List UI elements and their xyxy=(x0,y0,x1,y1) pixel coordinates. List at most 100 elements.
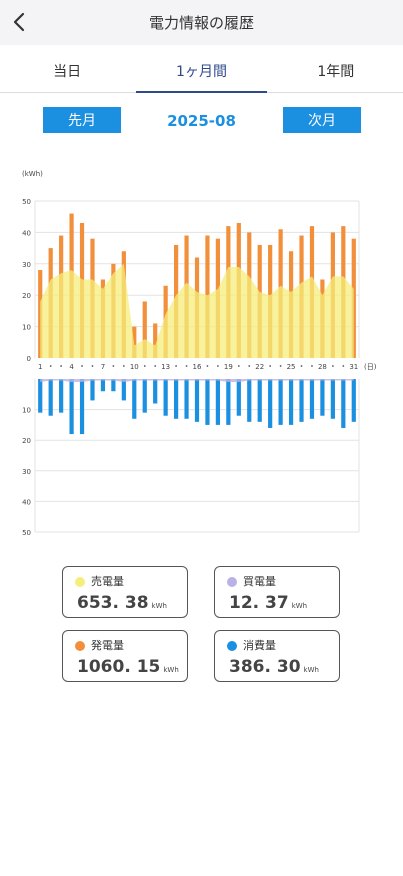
x-tick-label: 28 xyxy=(318,363,327,371)
chevron-left-icon xyxy=(13,12,25,32)
current-month-label: 2025-08 xyxy=(167,112,236,130)
consumption-bar xyxy=(90,379,95,401)
consumption-bar xyxy=(341,379,346,428)
x-tick-dot xyxy=(175,365,177,367)
x-tick-dot xyxy=(122,365,125,367)
x-tick-dot xyxy=(269,365,272,367)
sold-legend-dot xyxy=(75,577,85,587)
consumption-bar xyxy=(288,379,294,425)
consumption-bar xyxy=(184,379,189,419)
x-tick-label: 25 xyxy=(287,363,296,371)
sold-area xyxy=(40,263,354,358)
lower-y-tick-label: 30 xyxy=(22,468,31,476)
x-tick-dot xyxy=(60,365,63,367)
consumption-bar xyxy=(268,379,273,428)
consumption-bar xyxy=(100,379,106,392)
energy-chart: (kWh) 0 10 20 30 40 50 10 20 30 40 50 1 4 7 10 13 16 19 22 2… xyxy=(22,170,377,537)
upper-y-tick-label: 10 xyxy=(22,324,31,332)
consumption-bar xyxy=(247,379,252,422)
app-header: 電力情報の履歴 xyxy=(0,0,403,45)
consumption-bar xyxy=(163,379,168,416)
upper-y-tick-label: 40 xyxy=(22,229,31,237)
x-tick-dot xyxy=(112,365,115,367)
consumption-value: 386. 30 kWh xyxy=(229,657,319,677)
consumption-bar xyxy=(48,379,53,416)
consumption-bar xyxy=(215,379,221,425)
x-tick-label: 22 xyxy=(255,363,264,371)
consumption-bar xyxy=(121,379,126,401)
period-tabs: 当日 1ヶ月間 1年間 xyxy=(0,50,403,93)
bought-area xyxy=(40,379,354,383)
generation-bar xyxy=(142,301,147,358)
consumption-bar xyxy=(142,379,147,413)
x-tick-label: 13 xyxy=(161,363,170,371)
sold-label: 売電量 xyxy=(91,575,124,588)
consumption-bar xyxy=(79,379,85,435)
upper-y-tick-label: 30 xyxy=(22,261,31,269)
x-tick-dot xyxy=(206,365,209,367)
summary-card-bought: 買電量 12. 37 kWh xyxy=(214,566,340,618)
upper-y-tick-label: 50 xyxy=(22,198,31,206)
x-tick-dot xyxy=(331,365,334,367)
next-month-button[interactable]: 次月 xyxy=(283,107,361,133)
consumption-bar xyxy=(194,379,200,422)
sold-value: 653. 38 kWh xyxy=(77,593,167,613)
summary-card-consumption: 消費量 386. 30 kWh xyxy=(214,630,340,682)
x-tick-dot xyxy=(185,365,188,367)
x-tick-label: 4 xyxy=(69,363,74,371)
tab-year[interactable]: 1年間 xyxy=(317,64,355,80)
x-tick-label: 10 xyxy=(130,363,139,371)
x-tick-dot xyxy=(248,365,251,367)
generation-value: 1060. 15 kWh xyxy=(77,657,179,677)
x-tick-dot xyxy=(311,365,313,367)
x-tick-dot xyxy=(49,365,52,367)
generation-legend-dot xyxy=(75,641,85,651)
x-tick-label: 7 xyxy=(101,363,105,371)
x-unit-label: (日) xyxy=(364,363,377,371)
page-title: 電力情報の履歴 xyxy=(148,14,254,32)
consumption-bar xyxy=(38,379,43,413)
consumption-bar xyxy=(205,379,210,425)
x-tick-label: 16 xyxy=(193,363,202,371)
consumption-bar xyxy=(330,379,335,419)
lower-y-tick-label: 50 xyxy=(22,529,31,537)
summary-card-sold: 売電量 653. 38 kWh xyxy=(62,566,188,618)
consumption-bar xyxy=(351,379,356,422)
x-tick-label: 1 xyxy=(38,363,42,371)
back-button[interactable] xyxy=(6,8,32,36)
lower-y-tick-label: 10 xyxy=(22,407,31,415)
y-unit-label: (kWh) xyxy=(22,170,43,178)
consumption-bar xyxy=(69,379,74,435)
consumption-bar xyxy=(278,379,283,425)
bought-label: 買電量 xyxy=(243,575,276,588)
consumption-label: 消費量 xyxy=(243,639,276,652)
consumption-bar xyxy=(132,379,137,419)
x-tick-dot xyxy=(217,365,219,367)
x-tick-dot xyxy=(143,365,146,367)
x-tick-label: 19 xyxy=(224,363,233,371)
x-tick-dot xyxy=(154,365,157,367)
x-tick-dot xyxy=(279,365,282,367)
consumption-bar xyxy=(173,379,179,419)
x-tick-dot xyxy=(91,365,94,367)
consumption-bar xyxy=(226,379,231,425)
consumption-bar xyxy=(236,379,241,416)
summary-card-generation: 発電量 1060. 15 kWh xyxy=(62,630,188,682)
tab-today[interactable]: 当日 xyxy=(53,64,82,80)
x-tick-dot xyxy=(237,365,240,367)
tab-month[interactable]: 1ヶ月間 xyxy=(134,50,268,93)
x-tick-label: 31 xyxy=(349,363,358,371)
generation-label: 発電量 xyxy=(91,639,124,652)
generation-bar xyxy=(153,323,158,358)
consumption-bar xyxy=(111,379,116,392)
x-tick-dot xyxy=(342,365,345,367)
upper-y-tick-label: 20 xyxy=(22,292,31,300)
bought-value: 12. 37 kWh xyxy=(229,593,308,613)
consumption-bar xyxy=(257,379,262,422)
consumption-bar xyxy=(299,379,304,422)
prev-month-button[interactable]: 先月 xyxy=(43,107,121,133)
lower-y-tick-label: 40 xyxy=(22,498,31,506)
consumption-legend-dot xyxy=(227,641,237,651)
upper-y-tick-label: 0 xyxy=(27,355,31,363)
x-tick-dot xyxy=(300,365,303,367)
